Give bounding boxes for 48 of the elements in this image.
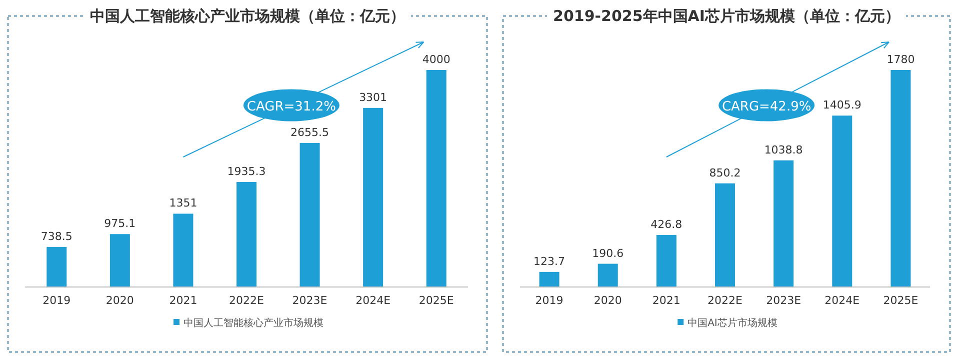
bar xyxy=(46,246,67,287)
bar xyxy=(300,142,320,287)
x-tick-label: 2023E xyxy=(766,294,802,307)
data-label: 975.1 xyxy=(104,217,136,230)
x-tick-label: 2025E xyxy=(418,294,454,307)
legend-label: 中国人工智能核心产业市场规模 xyxy=(184,317,324,329)
annotation: CAGR=31.2% xyxy=(246,99,336,114)
data-label: 1935.3 xyxy=(227,165,266,178)
data-label: 190.6 xyxy=(592,246,624,260)
chart-title: 中国人工智能核心产业市场规模（单位：亿元） xyxy=(90,7,405,25)
x-tick-label: 2021 xyxy=(652,294,680,307)
data-label: 738.5 xyxy=(40,230,72,243)
bar xyxy=(110,234,130,287)
data-label: 426.8 xyxy=(650,218,682,231)
x-tick-label: 2020 xyxy=(594,294,622,307)
bar xyxy=(656,234,676,287)
data-label: 4000 xyxy=(422,53,450,66)
bar xyxy=(426,70,446,287)
annotation: CARG=42.9% xyxy=(722,99,812,114)
bar xyxy=(236,182,256,287)
data-label: 3301 xyxy=(359,90,388,104)
bar xyxy=(363,108,384,287)
x-tick-label: 2021 xyxy=(169,294,198,307)
bar xyxy=(715,183,735,287)
x-tick-label: 2022E xyxy=(708,294,743,307)
data-label: 123.7 xyxy=(534,254,566,268)
data-label: 2655.5 xyxy=(290,126,330,139)
x-tick-label: 2019 xyxy=(535,294,564,307)
bar xyxy=(832,116,852,287)
x-tick-label: 2022E xyxy=(229,294,264,307)
bar xyxy=(539,272,560,287)
data-label: 850.2 xyxy=(709,166,741,180)
x-tick-label: 2025E xyxy=(883,294,918,307)
chart-title: 2019-2025年中国AI芯片市场规模（单位：亿元） xyxy=(553,7,900,25)
bar xyxy=(774,160,794,287)
x-tick-label: 2024E xyxy=(356,294,391,307)
x-tick-label: 2023E xyxy=(292,294,328,307)
bar xyxy=(890,70,911,287)
data-label: 1405.9 xyxy=(822,98,862,112)
bar xyxy=(598,264,618,287)
data-label: 1351 xyxy=(169,196,198,210)
x-tick-label: 2019 xyxy=(42,294,71,307)
legend-label: 中国AI芯片市场规模 xyxy=(688,317,778,329)
x-tick-label: 2024E xyxy=(824,294,860,307)
data-label: 1038.8 xyxy=(764,143,803,156)
x-tick-label: 2020 xyxy=(106,294,134,307)
data-label: 1780 xyxy=(886,53,915,66)
bar xyxy=(173,214,194,287)
